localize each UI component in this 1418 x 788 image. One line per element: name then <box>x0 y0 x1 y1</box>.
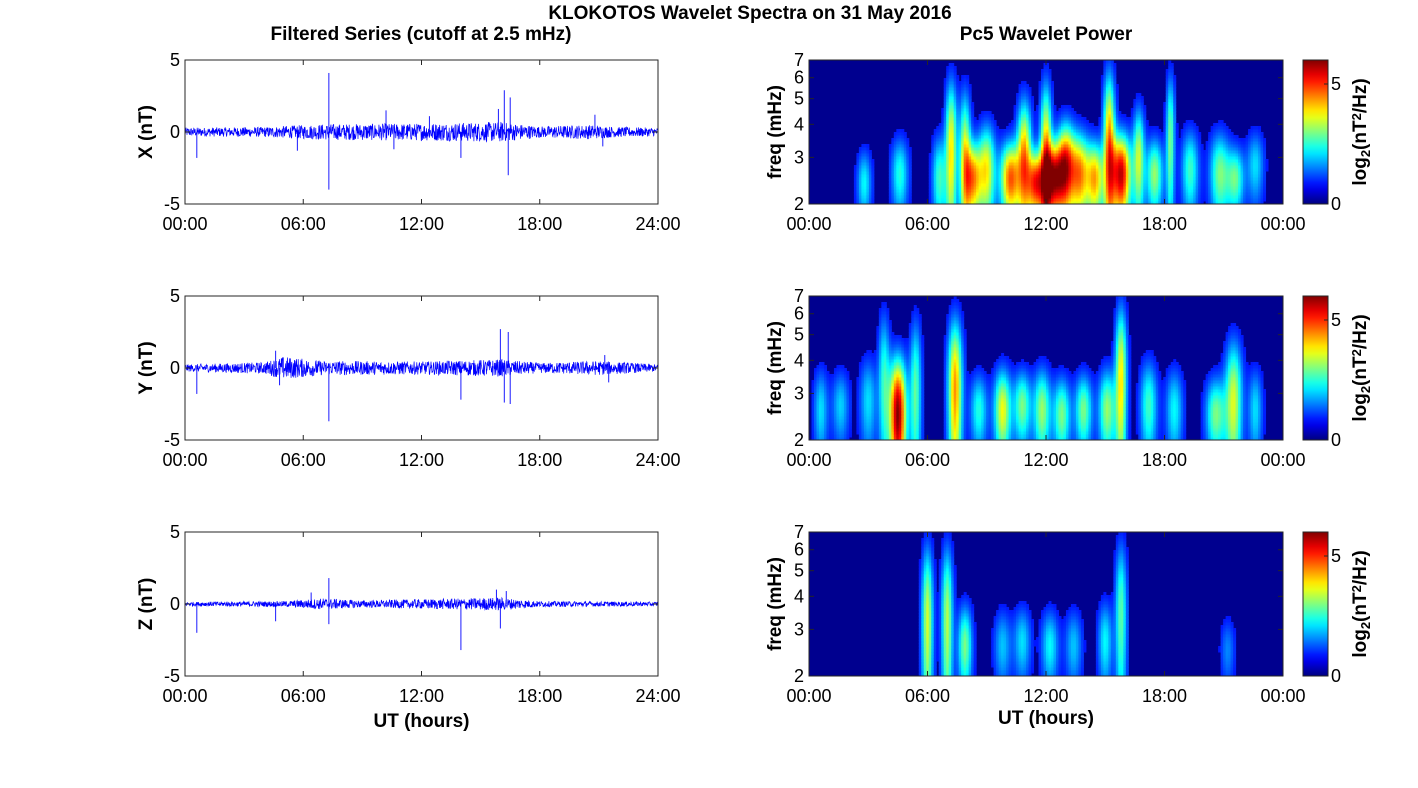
y-series-panel: -5 0 5 00:00 06:00 12:00 18:00 24:00 Y (nT) <box>136 286 681 470</box>
x-power-ytick-label: 6 <box>794 68 804 88</box>
z-power-ytick-label: 5 <box>794 561 804 581</box>
x-series-xtick-label: 24:00 <box>635 214 680 234</box>
y-power-colorbar-ramp <box>1302 295 1329 441</box>
y-power-ylabel: freq (mHz) <box>765 321 786 415</box>
x-series-ytick-label: -5 <box>164 194 180 214</box>
y-series-xtick-label: 06:00 <box>281 450 326 470</box>
z-power-ytick-label: 6 <box>794 540 804 560</box>
x-power-ylabel: freq (mHz) <box>765 85 786 179</box>
z-power-xlabel: UT (hours) <box>998 708 1094 729</box>
z-power-xtick-label: 00:00 <box>786 686 831 706</box>
z-power-colorbar-tick-label: 0 <box>1331 666 1341 686</box>
x-series-ytick-label: 5 <box>170 50 180 70</box>
y-power-xtick-label: 18:00 <box>1142 450 1187 470</box>
z-series-xtick-label: 18:00 <box>517 686 562 706</box>
x-series-xtick-label: 00:00 <box>162 214 207 234</box>
y-series-xtick-label: 18:00 <box>517 450 562 470</box>
z-power-colorbar-ramp <box>1302 531 1329 677</box>
y-power-xtick-label: 06:00 <box>905 450 950 470</box>
x-power-xtick-label: 06:00 <box>905 214 950 234</box>
x-series-ylabel: X (nT) <box>136 105 157 159</box>
x-power-ytick-label: 5 <box>794 89 804 109</box>
y-power-xtick-label: 00:00 <box>786 450 831 470</box>
z-power-colorbar: 0 5 log2(nT2/Hz) <box>1302 531 1373 686</box>
x-power-ytick-label: 2 <box>794 194 804 214</box>
z-power-ytick-label: 4 <box>794 586 804 606</box>
y-power-ytick-label: 2 <box>794 430 804 450</box>
z-power-ytick-label: 2 <box>794 666 804 686</box>
z-series-xlabel: UT (hours) <box>373 711 469 732</box>
x-series-xtick-label: 12:00 <box>399 214 444 234</box>
x-power-xtick-label: 00:00 <box>1260 214 1305 234</box>
x-series-panel: -5 0 5 00:00 06:00 12:00 18:00 24:00 X (nT) <box>136 50 681 234</box>
y-power-image <box>811 296 1267 441</box>
z-series-panel: -5 0 5 00:00 06:00 12:00 18:00 24:00 Z (nT) UT (h… <box>136 522 681 732</box>
y-series-ytick-label: 0 <box>170 358 180 378</box>
z-series-xtick-label: 12:00 <box>399 686 444 706</box>
y-power-colorbar: 0 5 log2(nT2/Hz) <box>1302 295 1373 450</box>
z-series-ytick-label: 5 <box>170 522 180 542</box>
y-power-colorbar-label: log2(nT2/Hz) <box>1349 314 1373 421</box>
x-series-xtick-label: 18:00 <box>517 214 562 234</box>
z-series-ylabel: Z (nT) <box>136 578 157 631</box>
z-power-xtick-label: 12:00 <box>1023 686 1068 706</box>
y-series-xtick-label: 00:00 <box>162 450 207 470</box>
y-power-ytick-label: 6 <box>794 304 804 324</box>
z-power-ytick-label: 7 <box>794 522 804 542</box>
x-power-colorbar: 0 5 log2(nT2/Hz) <box>1302 59 1373 214</box>
y-power-xtick-label: 00:00 <box>1260 450 1305 470</box>
z-power-ytick-label: 3 <box>794 619 804 639</box>
z-power-xtick-label: 06:00 <box>905 686 950 706</box>
x-power-ytick-label: 3 <box>794 147 804 167</box>
z-power-colorbar-label: log2(nT2/Hz) <box>1349 550 1373 657</box>
x-power-ytick-label: 4 <box>794 114 804 134</box>
y-series-ytick-label: 5 <box>170 286 180 306</box>
z-series-xtick-label: 00:00 <box>162 686 207 706</box>
z-series-xtick-label: 06:00 <box>281 686 326 706</box>
y-power-colorbar-tick-label: 5 <box>1331 310 1341 330</box>
x-power-xtick-label: 12:00 <box>1023 214 1068 234</box>
y-series-ytick-label: -5 <box>164 430 180 450</box>
y-power-ytick-label: 4 <box>794 350 804 370</box>
z-series-ytick-label: -5 <box>164 666 180 686</box>
x-power-colorbar-tick-label: 5 <box>1331 74 1341 94</box>
z-series-xtick-label: 24:00 <box>635 686 680 706</box>
z-series-ytick-label: 0 <box>170 594 180 614</box>
x-power-colorbar-ramp <box>1302 59 1329 205</box>
y-power-ytick-label: 3 <box>794 383 804 403</box>
x-power-ytick-label: 7 <box>794 50 804 70</box>
z-power-colorbar-tick-label: 5 <box>1331 546 1341 566</box>
x-series-xtick-label: 06:00 <box>281 214 326 234</box>
x-series-ytick-label: 0 <box>170 122 180 142</box>
y-series-ylabel: Y (nT) <box>136 341 157 394</box>
y-power-ytick-label: 7 <box>794 286 804 306</box>
z-power-xtick-label: 00:00 <box>1260 686 1305 706</box>
x-power-image <box>853 60 1269 205</box>
y-power-ytick-label: 5 <box>794 325 804 345</box>
right-column-title: Pc5 Wavelet Power <box>960 24 1133 45</box>
x-series-line <box>184 121 659 143</box>
x-power-colorbar-label: log2(nT2/Hz) <box>1349 78 1373 185</box>
z-power-xtick-label: 18:00 <box>1142 686 1187 706</box>
z-series-line <box>184 596 659 611</box>
y-power-colorbar-tick-label: 0 <box>1331 430 1341 450</box>
y-power-xtick-label: 12:00 <box>1023 450 1068 470</box>
z-power-ylabel: freq (mHz) <box>765 557 786 651</box>
x-power-colorbar-tick-label: 0 <box>1331 194 1341 214</box>
x-power-xtick-label: 00:00 <box>786 214 831 234</box>
y-series-xtick-label: 12:00 <box>399 450 444 470</box>
x-power-xtick-label: 18:00 <box>1142 214 1187 234</box>
figure-title: KLOKOTOS Wavelet Spectra on 31 May 2016 <box>548 3 951 24</box>
y-series-line <box>184 357 659 378</box>
z-power-image <box>918 532 1237 677</box>
y-series-xtick-label: 24:00 <box>635 450 680 470</box>
left-column-title: Filtered Series (cutoff at 2.5 mHz) <box>271 24 572 45</box>
